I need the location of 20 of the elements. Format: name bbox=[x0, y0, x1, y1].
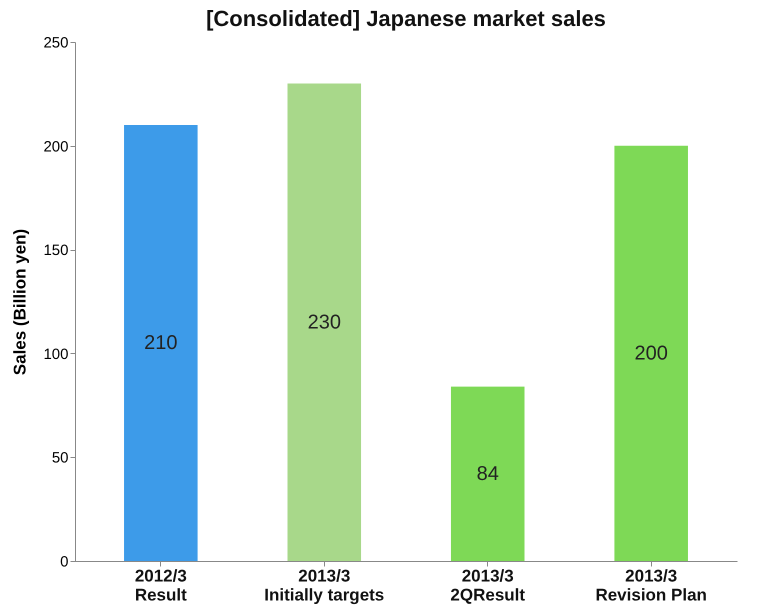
y-tick-label: 200 bbox=[43, 138, 68, 156]
x-tick-label: 2013/3 2QResult bbox=[450, 566, 526, 604]
data-label: 84 bbox=[476, 462, 499, 485]
chart-title: [Consolidated] Japanese market sales bbox=[206, 6, 606, 31]
bar bbox=[124, 125, 198, 561]
y-axis-title: Sales (Billion yen) bbox=[10, 228, 30, 376]
y-tick-label: 100 bbox=[43, 346, 68, 363]
y-tick-label: 50 bbox=[52, 450, 68, 467]
x-tick-label: 2012/3 Result bbox=[134, 566, 188, 604]
bar bbox=[287, 84, 362, 561]
data-label: 210 bbox=[144, 332, 178, 354]
y-tick-label: 250 bbox=[43, 34, 68, 52]
x-tick-label: 2013/3 Revision Plan bbox=[595, 566, 707, 604]
data-label: 230 bbox=[308, 311, 341, 334]
y-tick-label: 0 bbox=[60, 554, 68, 570]
data-label: 200 bbox=[634, 342, 668, 364]
y-tick-label: 150 bbox=[43, 242, 68, 260]
bar bbox=[614, 146, 688, 561]
x-tick-label: 2013/3 Initially targets bbox=[264, 566, 384, 604]
bar bbox=[450, 386, 525, 561]
